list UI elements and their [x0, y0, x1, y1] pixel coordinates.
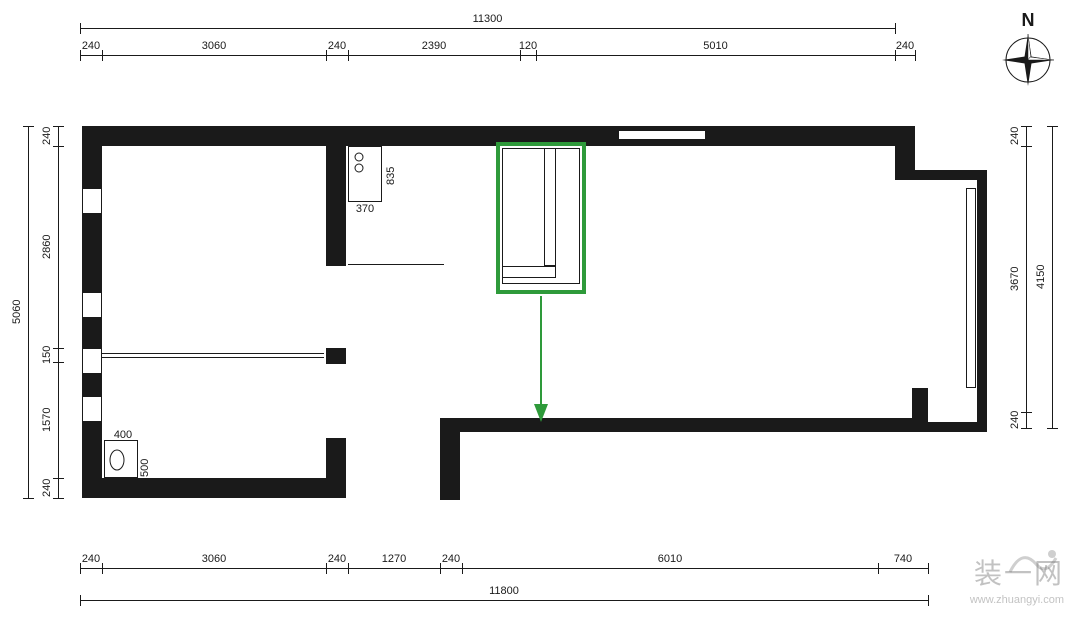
counter-line — [348, 264, 444, 265]
dim-label: 240 — [427, 554, 475, 565]
dim-label: 240 — [1010, 396, 1021, 444]
window-left-3 — [82, 348, 102, 374]
window-right — [966, 188, 976, 388]
dim-label: 240 — [881, 41, 929, 52]
dim-label: 240 — [42, 112, 53, 160]
dim-line — [80, 568, 928, 569]
dim-tick — [1021, 412, 1032, 413]
wall-inner-vert-a — [326, 126, 346, 266]
watermark-text: 装一网 — [974, 552, 1064, 592]
wall-bottom-left — [82, 478, 330, 498]
dim-label: 11300 — [464, 14, 512, 25]
compass: N — [998, 10, 1058, 90]
dim-label: 1570 — [42, 396, 53, 444]
wall-left-1 — [82, 126, 102, 188]
dim-label: 3060 — [190, 554, 238, 565]
dim-line — [80, 28, 895, 29]
wall-inner-vert-stub — [326, 348, 346, 364]
window-top-right — [618, 130, 706, 140]
dim-label: 5060 — [12, 288, 23, 336]
dim-label: 240 — [67, 554, 115, 565]
window-left-2 — [82, 292, 102, 318]
dim-tick — [80, 595, 81, 606]
dim-tick — [53, 498, 64, 499]
dim-tick — [53, 362, 64, 363]
dim-label: 150 — [42, 331, 53, 379]
dim-tick — [53, 348, 64, 349]
dim-toilet-w: 400 — [108, 430, 138, 441]
dim-label: 240 — [42, 464, 53, 512]
dim-tick — [1047, 428, 1058, 429]
compass-rose-icon — [998, 30, 1058, 90]
dim-line — [1026, 126, 1027, 428]
dim-tick — [23, 126, 34, 127]
dim-tick — [928, 563, 929, 574]
dim-label: 11800 — [480, 586, 528, 597]
dim-label: 4150 — [1036, 253, 1047, 301]
sink-basins-icon — [352, 150, 366, 176]
dim-tick — [1021, 428, 1032, 429]
dim-tick — [895, 23, 896, 34]
window-left-4 — [82, 396, 102, 422]
dim-tick — [53, 126, 64, 127]
dim-tick — [53, 478, 64, 479]
compass-n-label: N — [998, 10, 1058, 31]
dim-line — [1052, 126, 1053, 428]
wall-right-stub-top — [895, 170, 981, 180]
dim-sink-w: 370 — [350, 204, 380, 215]
dim-sink-h: 835 — [386, 156, 397, 196]
dim-label: 2860 — [42, 223, 53, 271]
wall-right-stub-bot — [912, 422, 982, 432]
dim-label: 740 — [879, 554, 927, 565]
dim-label: 3060 — [190, 41, 238, 52]
dim-tick — [1047, 126, 1058, 127]
toilet-icon — [108, 448, 126, 472]
wall-right-far — [977, 170, 987, 432]
dim-label: 240 — [67, 41, 115, 52]
wall-left-3 — [82, 318, 102, 348]
window-left-1 — [82, 188, 102, 214]
dim-label: 240 — [313, 41, 361, 52]
dim-label: 5010 — [692, 41, 740, 52]
dim-line — [58, 126, 59, 498]
dim-tick — [53, 146, 64, 147]
dim-label: 3670 — [1010, 255, 1021, 303]
dim-label: 240 — [313, 554, 361, 565]
highlight-arrow-icon — [528, 296, 554, 424]
watermark-url: www.zhuangyi.com — [970, 594, 1064, 606]
dim-line — [28, 126, 29, 498]
dim-tick — [1021, 126, 1032, 127]
highlight-box — [496, 142, 586, 294]
wall-right-upper — [895, 126, 915, 170]
dim-label: 120 — [504, 41, 552, 52]
partition-line — [102, 353, 324, 354]
wall-left-4 — [82, 374, 102, 396]
dim-label: 240 — [1010, 112, 1021, 160]
partition-line-2 — [102, 357, 324, 358]
dim-tick — [23, 498, 34, 499]
wall-center-bot-h — [440, 418, 928, 432]
dim-tick — [80, 23, 81, 34]
dim-toilet-h: 500 — [140, 450, 151, 486]
dim-line — [80, 600, 928, 601]
dim-label: 1270 — [370, 554, 418, 565]
dim-tick — [928, 595, 929, 606]
floor-plan-canvas: N 370 835 400 500 装一网 www.zhuangyi.com 1… — [0, 0, 1080, 622]
dim-label: 6010 — [646, 554, 694, 565]
dim-tick — [1021, 146, 1032, 147]
dim-label: 2390 — [410, 41, 458, 52]
wall-left-2 — [82, 214, 102, 292]
wall-inner-vert-b — [326, 438, 346, 498]
dim-line — [80, 55, 915, 56]
